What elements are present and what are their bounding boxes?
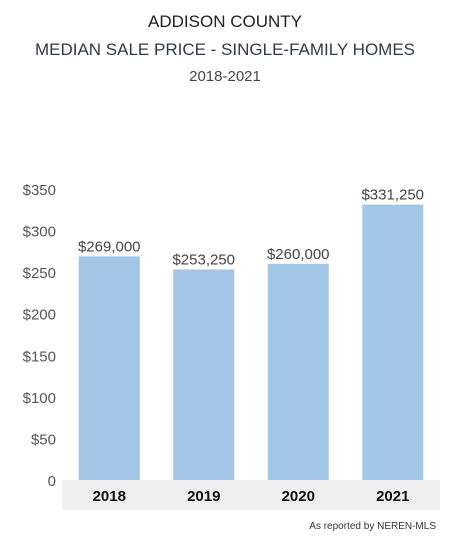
- chart-title: ADDISON COUNTY: [148, 12, 302, 31]
- chart-subtitle: MEDIAN SALE PRICE - SINGLE-FAMILY HOMES: [34, 40, 416, 59]
- y-tick-label: $200: [23, 307, 56, 324]
- y-tick-label: 0: [48, 473, 56, 490]
- source-note: As reported by NEREN-MLS: [309, 521, 436, 532]
- bar: [173, 269, 235, 480]
- data-label: $260,000: [267, 246, 330, 263]
- chart-year-range: 2018-2021: [189, 68, 261, 85]
- x-tick-label: 2019: [187, 488, 220, 505]
- x-axis-band: [62, 480, 440, 510]
- x-tick-label: 2020: [282, 488, 315, 505]
- y-tick-label: $100: [23, 390, 56, 407]
- y-tick-label: $150: [23, 348, 56, 365]
- bar: [267, 263, 329, 480]
- data-label: $331,250: [361, 187, 424, 204]
- bar: [78, 256, 140, 480]
- x-tick-label: 2021: [376, 488, 409, 505]
- bar: [362, 204, 424, 480]
- x-tick-label: 2018: [93, 488, 126, 505]
- data-label: $253,250: [172, 251, 235, 268]
- y-tick-label: $250: [23, 265, 56, 282]
- y-tick-label: $50: [31, 431, 56, 448]
- y-tick-label: $350: [23, 182, 56, 199]
- data-label: $269,000: [78, 238, 141, 255]
- y-tick-label: $300: [23, 224, 56, 241]
